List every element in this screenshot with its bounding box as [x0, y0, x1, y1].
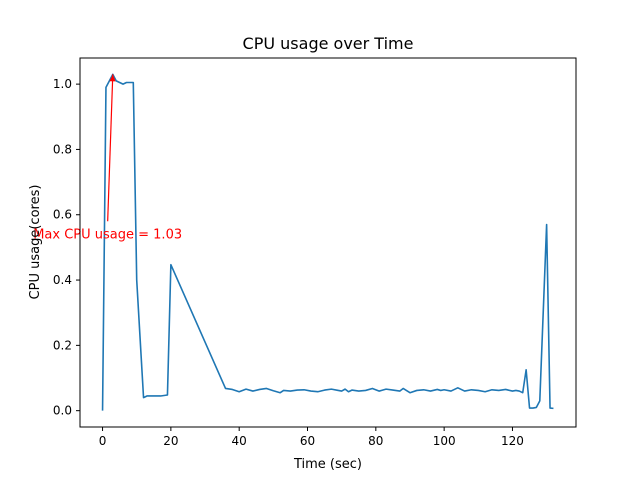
y-tick-label: 0.4 [53, 273, 72, 287]
annotation-arrow [107, 74, 114, 222]
y-tick-label: 1.0 [53, 77, 72, 91]
x-tick-label: 100 [433, 434, 456, 448]
x-tick-label: 120 [501, 434, 524, 448]
annotation-label: Max CPU usage = 1.03 [33, 227, 182, 242]
axis-ticks: 0 20 40 60 80 100 120 0.0 0.2 0.4 0.6 0.8 1.0 [53, 77, 524, 448]
annotation-layer: Max CPU usage = 1.03 [33, 74, 182, 242]
x-tick-label: 0 [99, 434, 107, 448]
y-tick-label: 0.0 [53, 404, 72, 418]
x-axis-label: Time (sec) [293, 457, 362, 472]
y-axis-label: CPU usage(cores) [28, 185, 43, 300]
x-tick-label: 60 [300, 434, 315, 448]
x-tick-label: 40 [232, 434, 247, 448]
x-tick-label: 20 [163, 434, 178, 448]
y-tick-label: 0.6 [53, 208, 72, 222]
y-tick-label: 0.8 [53, 142, 72, 156]
plot-area [101, 73, 554, 411]
chart-title: CPU usage over Time [243, 34, 414, 53]
annotation-arrowhead [109, 74, 116, 82]
y-tick-label: 0.2 [53, 338, 72, 352]
cpu-usage-line [101, 73, 554, 411]
x-tick-label: 80 [368, 434, 383, 448]
axes-frame [79, 57, 577, 428]
